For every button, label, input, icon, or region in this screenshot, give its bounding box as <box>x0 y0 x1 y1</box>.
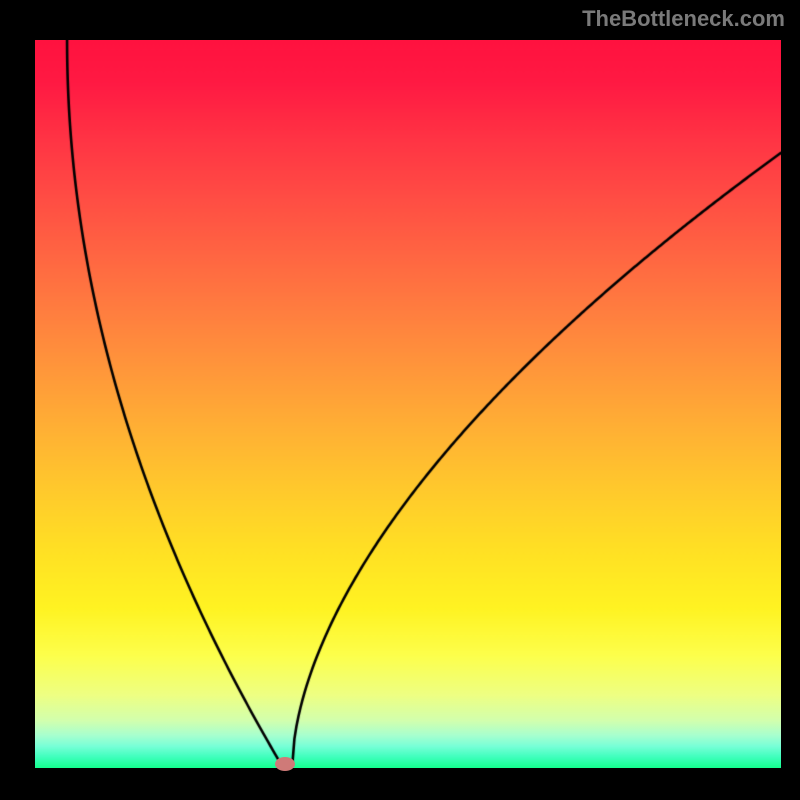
watermark-label: TheBottleneck.com <box>582 6 785 32</box>
chart-canvas <box>35 40 781 768</box>
plot-area <box>35 40 781 768</box>
optimum-marker <box>275 757 295 771</box>
